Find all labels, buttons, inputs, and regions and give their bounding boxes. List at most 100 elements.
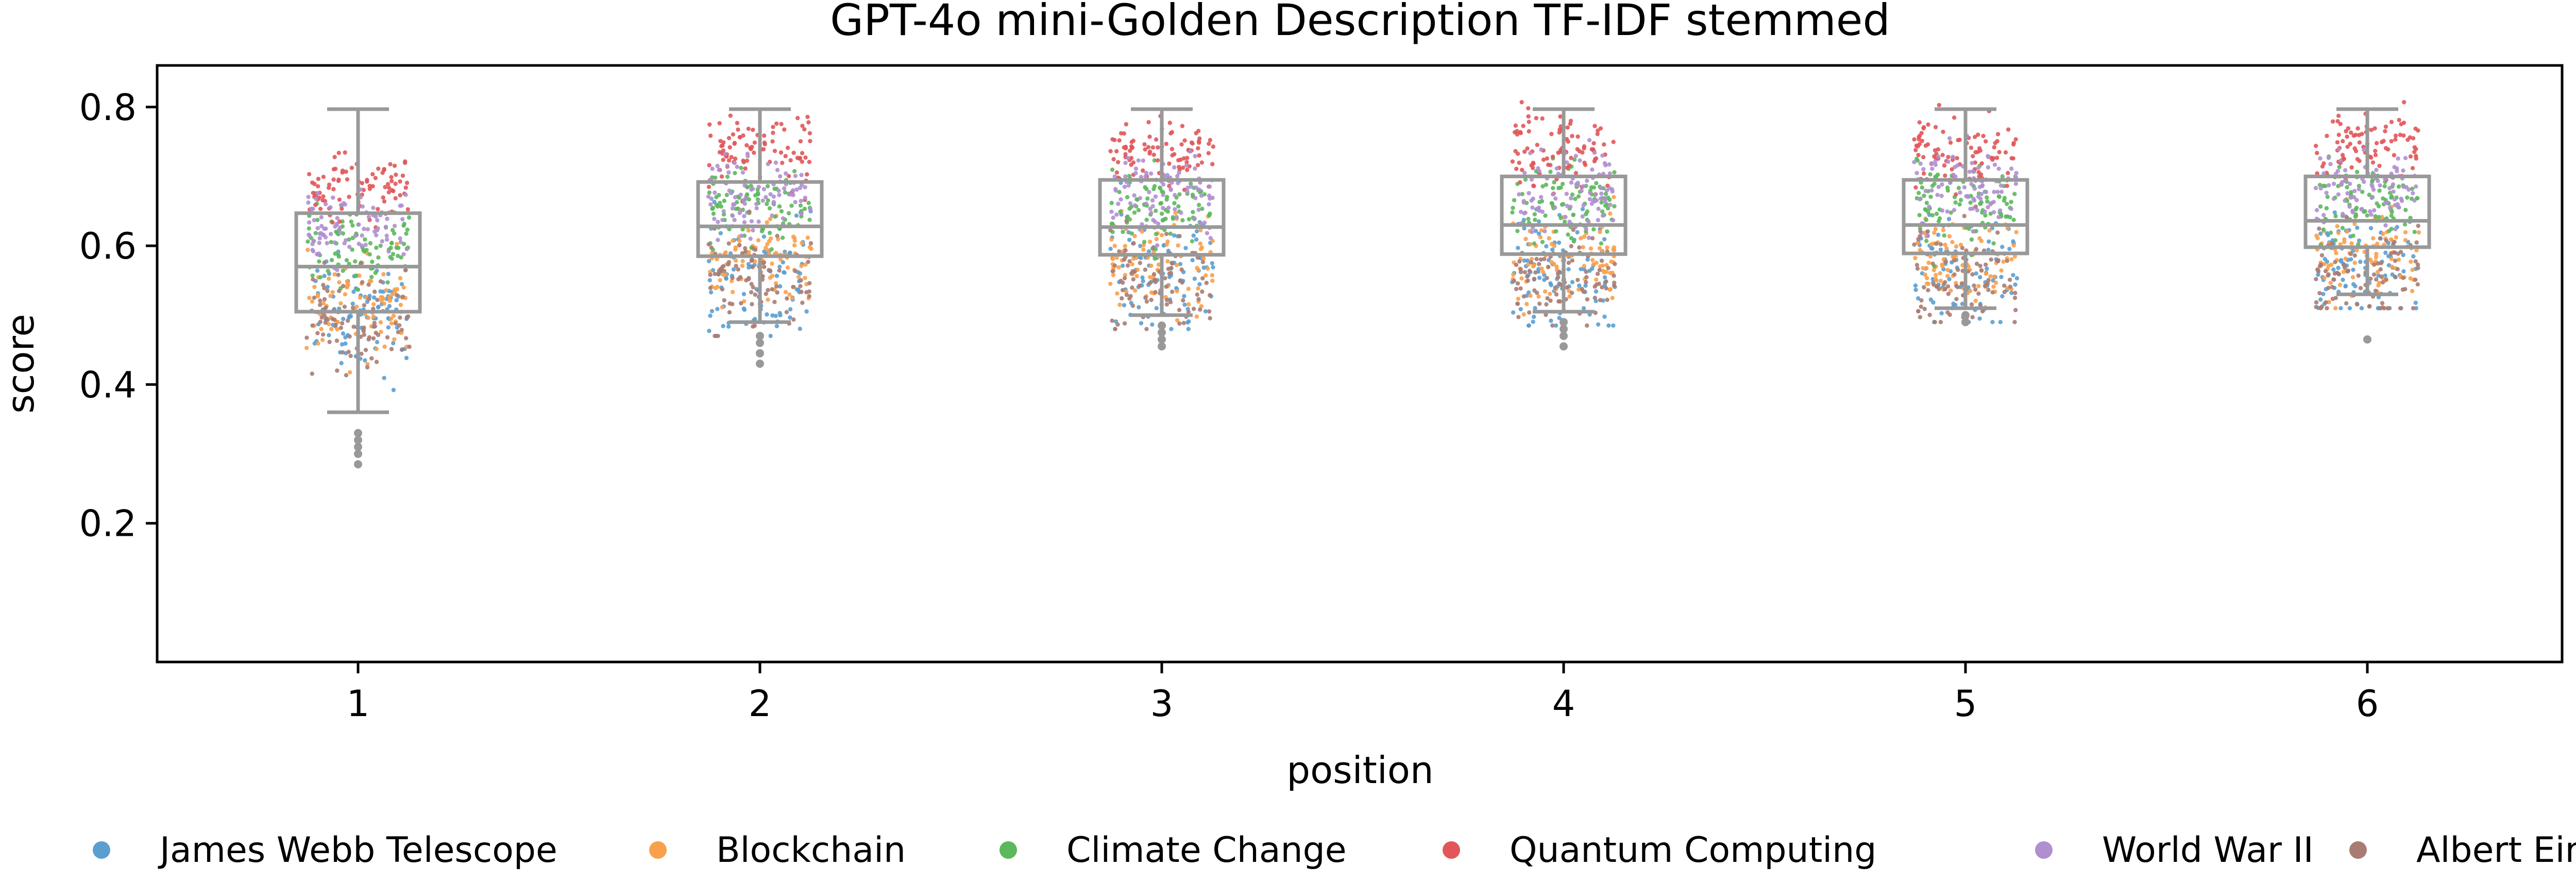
strip-point <box>1986 165 1991 170</box>
strip-point <box>1992 162 1997 167</box>
strip-point <box>739 233 744 238</box>
strip-point <box>2393 275 2397 279</box>
strip-point <box>2336 272 2342 277</box>
strip-point <box>1111 215 1115 220</box>
strip-point <box>726 170 731 175</box>
strip-point <box>1599 258 1604 263</box>
strip-point <box>2384 277 2388 282</box>
strip-point <box>2370 184 2375 189</box>
strip-point <box>398 193 402 198</box>
strip-point <box>1184 167 1190 173</box>
strip-point <box>1165 259 1170 264</box>
strip-point <box>1971 154 1975 159</box>
strip-point <box>1136 158 1141 163</box>
strip-point <box>351 325 356 329</box>
strip-point <box>2413 259 2418 264</box>
strip-point <box>1147 281 1153 285</box>
strip-point <box>1953 200 1958 205</box>
strip-point <box>365 227 370 232</box>
strip-point <box>807 289 811 294</box>
strip-point <box>1533 305 1537 311</box>
strip-point <box>746 228 751 233</box>
strip-point <box>796 287 801 292</box>
strip-point <box>1207 309 1212 314</box>
strip-point <box>2349 190 2353 195</box>
strip-point <box>1525 146 1530 151</box>
strip-point <box>1141 247 1146 252</box>
strip-point <box>793 174 798 178</box>
strip-point <box>370 172 375 177</box>
strip-point <box>344 373 349 378</box>
strip-point <box>2325 306 2329 311</box>
strip-point <box>767 230 772 235</box>
strip-point <box>389 179 394 183</box>
strip-point <box>357 222 361 227</box>
strip-point <box>1556 185 1561 191</box>
strip-point <box>1178 262 1183 266</box>
strip-point <box>1977 275 1982 280</box>
strip-point <box>347 334 352 339</box>
strip-point <box>1933 320 1937 325</box>
strip-point <box>1944 246 1949 251</box>
strip-point <box>794 213 799 218</box>
strip-point <box>1203 309 1208 314</box>
strip-point <box>1914 263 1920 267</box>
strip-point <box>1572 157 1577 162</box>
strip-point <box>336 150 341 155</box>
strip-point <box>2014 276 2020 281</box>
strip-point <box>1990 320 1995 325</box>
strip-point <box>735 164 739 169</box>
strip-point <box>721 212 726 217</box>
strip-point <box>403 268 408 273</box>
strip-point <box>1175 174 1180 179</box>
strip-point <box>389 175 394 180</box>
strip-point <box>2345 144 2350 149</box>
strip-point <box>2318 297 2323 302</box>
strip-point <box>1131 241 1136 246</box>
strip-point <box>1158 185 1162 190</box>
strip-point <box>2393 250 2397 255</box>
strip-point <box>1973 134 1977 139</box>
strip-point <box>1917 120 1922 125</box>
strip-point <box>724 193 729 197</box>
strip-point <box>762 140 767 145</box>
strip-point <box>1926 260 1931 265</box>
strip-point <box>2314 208 2319 213</box>
strip-point <box>1594 192 1598 197</box>
strip-point <box>366 282 371 287</box>
strip-point <box>1145 196 1150 201</box>
strip-point <box>2347 306 2352 311</box>
strip-point <box>1972 283 1976 288</box>
strip-point <box>1991 284 1996 289</box>
strip-point <box>1196 286 1200 291</box>
strip-point <box>777 193 782 197</box>
strip-point <box>1156 145 1160 150</box>
strip-point <box>1986 247 1991 252</box>
strip-point <box>1147 134 1152 139</box>
strip-point <box>1603 203 1608 208</box>
strip-point <box>1165 209 1170 214</box>
strip-point <box>717 121 722 126</box>
strip-point <box>391 252 396 257</box>
strip-point <box>1179 267 1184 272</box>
strip-point <box>1612 170 1617 175</box>
x-tick-label: 5 <box>1954 683 1977 725</box>
strip-point <box>727 301 732 306</box>
strip-point <box>2381 139 2386 143</box>
strip-point <box>1131 277 1136 282</box>
strip-point <box>2005 259 2010 263</box>
strip-point <box>2396 184 2401 189</box>
strip-point <box>1512 279 1516 283</box>
strip-point <box>793 268 798 274</box>
outlier-point <box>354 429 362 437</box>
strip-point <box>1544 312 1548 317</box>
strip-point <box>1181 156 1187 161</box>
strip-point <box>1517 192 1521 197</box>
strip-point <box>327 333 331 337</box>
strip-point <box>1993 280 1998 285</box>
strip-point <box>1575 230 1580 235</box>
strip-point <box>306 200 311 205</box>
legend-label: Climate Change <box>1066 829 1347 871</box>
strip-point <box>318 298 323 303</box>
